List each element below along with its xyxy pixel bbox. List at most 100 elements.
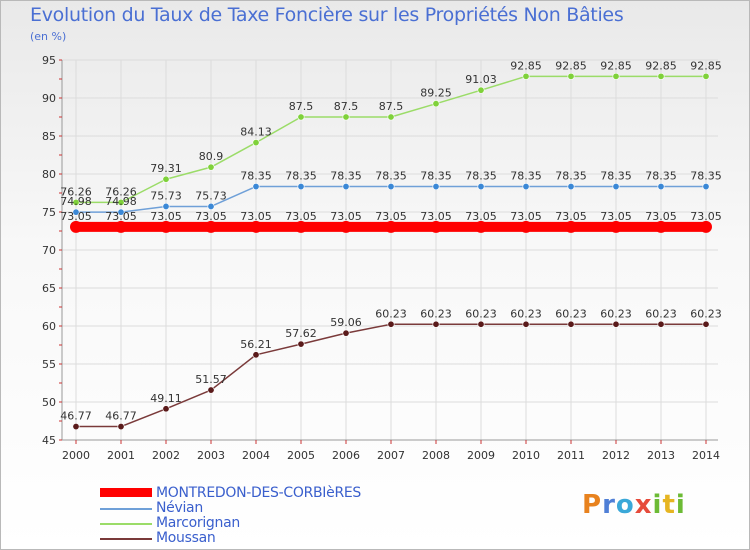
x-tick-label: 2010 <box>512 449 540 462</box>
data-point <box>252 351 260 359</box>
data-point <box>432 183 440 191</box>
legend-swatch <box>100 538 152 540</box>
data-label: 60.23 <box>510 307 542 320</box>
x-tick-label: 2013 <box>647 449 675 462</box>
x-tick-label: 2007 <box>377 449 405 462</box>
y-tick-label: 95 <box>42 54 56 67</box>
data-point <box>295 220 307 233</box>
data-point <box>477 183 485 191</box>
legend-label: Névian <box>156 500 203 516</box>
data-label: 73.05 <box>60 210 92 223</box>
data-label: 73.05 <box>375 210 407 223</box>
x-tick-label: 2012 <box>602 449 630 462</box>
data-point <box>252 183 260 191</box>
data-point <box>432 320 440 328</box>
data-point <box>342 329 350 337</box>
data-point <box>72 198 80 206</box>
y-tick-label: 55 <box>42 358 56 371</box>
data-label: 51.57 <box>195 373 227 386</box>
y-tick-label: 80 <box>42 168 56 181</box>
data-label: 73.05 <box>105 210 137 223</box>
data-label: 73.05 <box>510 210 542 223</box>
data-label: 80.9 <box>199 150 224 163</box>
data-label: 89.25 <box>420 87 452 100</box>
data-point <box>657 183 665 191</box>
proxiti-logo: Proxiti <box>582 490 686 520</box>
data-point <box>567 320 575 328</box>
data-point <box>657 320 665 328</box>
data-point <box>340 220 352 233</box>
data-point <box>162 175 170 183</box>
data-point <box>70 220 82 233</box>
data-label: 60.23 <box>420 307 452 320</box>
data-label: 75.73 <box>195 189 227 202</box>
data-label: 73.05 <box>420 210 452 223</box>
data-point <box>250 220 262 233</box>
legend-swatch <box>100 523 152 525</box>
data-point <box>207 202 215 210</box>
data-point <box>252 139 260 147</box>
x-tick-label: 2001 <box>107 449 135 462</box>
data-point <box>477 320 485 328</box>
data-label: 78.35 <box>600 170 632 183</box>
data-point <box>387 113 395 121</box>
data-label: 78.35 <box>555 170 587 183</box>
data-label: 87.5 <box>334 100 359 113</box>
data-label: 92.85 <box>510 59 542 72</box>
data-label: 87.5 <box>289 100 314 113</box>
data-point <box>520 220 532 233</box>
data-point <box>387 183 395 191</box>
data-label: 49.11 <box>150 392 182 405</box>
data-point <box>162 405 170 413</box>
y-tick-label: 85 <box>42 130 56 143</box>
data-point <box>72 208 80 216</box>
data-point <box>342 113 350 121</box>
data-point <box>702 320 710 328</box>
data-point <box>700 220 712 233</box>
chart-title: Evolution du Taux de Taxe Foncière sur l… <box>30 4 624 26</box>
data-label: 84.13 <box>240 126 272 139</box>
data-label: 73.05 <box>600 210 632 223</box>
data-label: 78.35 <box>330 170 362 183</box>
data-label: 59.06 <box>330 316 362 329</box>
data-label: 78.35 <box>690 170 722 183</box>
data-label: 92.85 <box>690 59 722 72</box>
data-point <box>385 220 397 233</box>
data-label: 78.35 <box>645 170 677 183</box>
data-label: 78.35 <box>240 170 272 183</box>
data-label: 60.23 <box>645 307 677 320</box>
data-label: 73.05 <box>645 210 677 223</box>
data-point <box>475 220 487 233</box>
data-label: 46.77 <box>105 410 137 423</box>
y-tick-label: 50 <box>42 396 56 409</box>
data-point <box>522 320 530 328</box>
data-label: 73.05 <box>240 210 272 223</box>
data-point <box>432 100 440 108</box>
x-tick-label: 2008 <box>422 449 450 462</box>
y-tick-label: 60 <box>42 320 56 333</box>
data-point <box>612 72 620 80</box>
x-tick-label: 2014 <box>692 449 720 462</box>
data-label: 56.21 <box>240 338 272 351</box>
data-point <box>297 340 305 348</box>
data-label: 92.85 <box>600 59 632 72</box>
data-label: 60.23 <box>465 307 497 320</box>
data-point <box>702 183 710 191</box>
y-tick-label: 90 <box>42 92 56 105</box>
x-tick-label: 2004 <box>242 449 270 462</box>
data-label: 78.35 <box>285 170 317 183</box>
x-tick-label: 2003 <box>197 449 225 462</box>
data-point <box>207 163 215 171</box>
data-point <box>657 72 665 80</box>
data-label: 78.35 <box>465 170 497 183</box>
data-label: 78.35 <box>420 170 452 183</box>
data-label: 60.23 <box>600 307 632 320</box>
data-label: 73.05 <box>330 210 362 223</box>
legend-label: Marcorignan <box>156 515 240 531</box>
data-point <box>430 220 442 233</box>
legend-label: Moussan <box>156 530 216 546</box>
data-point <box>72 423 80 431</box>
data-point <box>205 220 217 233</box>
